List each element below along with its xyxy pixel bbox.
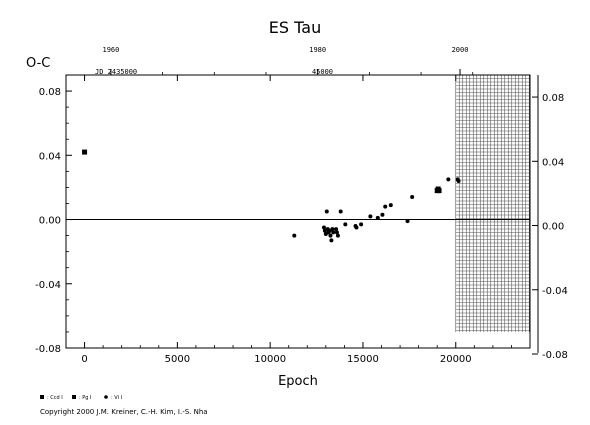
- y-tick-label-right: 0.08: [542, 93, 564, 104]
- data-point-circle: [338, 209, 343, 214]
- data-point-circle: [446, 177, 451, 182]
- data-points: [82, 149, 461, 243]
- data-point-circle: [329, 238, 334, 243]
- x-tick-label: 0: [81, 354, 87, 365]
- data-point-circle: [410, 195, 415, 200]
- axis-tick-labels: 0 5000 10000 15000 20000 0.08 0.04 0.00 -0.04 -0.…: [35, 46, 568, 365]
- x-tick-label: 20000: [440, 354, 472, 365]
- x-tick-label: 10000: [254, 354, 286, 365]
- data-point-circle: [334, 230, 339, 235]
- data-point-circle: [375, 215, 380, 220]
- y-tick-label-left: 0.04: [39, 151, 61, 162]
- data-point-circle: [335, 233, 340, 238]
- data-point-circle: [331, 230, 336, 235]
- data-point-square: [82, 149, 88, 155]
- y-tick-label-left: -0.08: [35, 344, 61, 355]
- legend-marker-square: [40, 395, 44, 399]
- data-point-circle: [334, 227, 339, 232]
- y-axis-label: O-C: [26, 56, 50, 71]
- legend-label: : Ccd I: [47, 395, 63, 401]
- y-tick-label-right: 0.04: [542, 157, 564, 168]
- data-point-circle: [354, 225, 359, 230]
- x-axis-label: Epoch: [278, 374, 318, 389]
- year-tick-label: 2000: [452, 46, 469, 54]
- data-point-circle: [321, 225, 326, 230]
- y-tick-label-left: 0.00: [39, 216, 61, 227]
- axis-ticks: [66, 69, 539, 355]
- year-tick-label: 1980: [309, 46, 326, 54]
- data-point-circle: [328, 233, 333, 238]
- jd-label: JD 2435000: [95, 68, 137, 76]
- y-tick-label-right: -0.08: [542, 350, 568, 361]
- legend-label: : Vi I: [111, 395, 122, 401]
- data-point-circle: [380, 212, 385, 217]
- y-tick-label-right: -0.04: [542, 286, 568, 297]
- data-point-circle: [330, 227, 335, 232]
- y-tick-label-left: 0.08: [39, 87, 61, 98]
- x-tick-label: 15000: [347, 354, 379, 365]
- plot-frame: [65, 74, 531, 349]
- data-point-circle: [405, 219, 410, 224]
- legend: : Ccd I : Pg I : Vi I: [40, 395, 122, 401]
- legend-marker-circle: [104, 395, 108, 399]
- legend-marker-square: [72, 395, 76, 399]
- data-point-circle: [388, 203, 393, 208]
- data-point-circle: [343, 222, 348, 227]
- data-point-circle: [359, 222, 364, 227]
- hatched-future-region: [455, 75, 530, 332]
- y-tick-label-right: 0.00: [542, 222, 564, 233]
- x-tick-label: 5000: [165, 354, 190, 365]
- data-point-circle: [368, 214, 373, 219]
- data-point-circle: [383, 204, 388, 209]
- y-tick-label-left: -0.04: [35, 280, 61, 291]
- data-point-circle: [324, 209, 329, 214]
- jd-tick-label: 45000: [312, 68, 333, 76]
- copyright-note: Copyright 2000 J.M. Kreiner, C.-H. Kim, …: [40, 408, 208, 416]
- data-point-circle: [456, 178, 461, 183]
- data-point-square: [436, 188, 442, 194]
- data-point-circle: [292, 233, 297, 238]
- legend-label: : Pg I: [79, 395, 92, 401]
- year-tick-label: 1960: [102, 46, 119, 54]
- chart-title: ES Tau: [269, 18, 321, 37]
